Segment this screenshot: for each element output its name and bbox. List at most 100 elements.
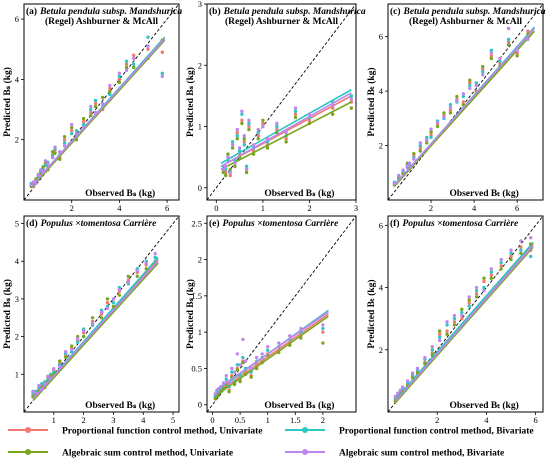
- data-point: [481, 67, 485, 72]
- data-point: [241, 337, 245, 342]
- data-point: [293, 115, 298, 120]
- data-point: [131, 56, 136, 60]
- data-point: [412, 157, 416, 161]
- data-point: [277, 341, 281, 345]
- y-axis-label: Predicted Bₛ (kg): [2, 67, 13, 137]
- data-point: [410, 371, 415, 375]
- data-point: [509, 248, 513, 252]
- data-point: [468, 78, 472, 82]
- data-point: [437, 329, 442, 333]
- data-point: [448, 105, 453, 110]
- data-point: [249, 375, 253, 379]
- data-point: [244, 170, 249, 175]
- data-point: [100, 95, 105, 100]
- data-point: [117, 287, 122, 292]
- data-point: [482, 285, 486, 290]
- legend-label: Algebraic sum control method, Bivariate: [339, 449, 504, 459]
- data-point: [284, 130, 288, 135]
- data-point: [62, 134, 67, 139]
- y-tick-label: 1: [15, 369, 19, 379]
- y-tick-label: 0: [198, 400, 202, 410]
- data-point: [429, 127, 433, 131]
- series-proportional-bivariate: [29, 35, 166, 187]
- panel-tag: (d): [26, 218, 38, 229]
- y-tick-label: 2.5: [191, 218, 202, 228]
- data-point: [260, 352, 264, 356]
- x-tick-label: 3: [111, 415, 115, 425]
- fit-line: [394, 241, 534, 401]
- data-point: [506, 26, 511, 31]
- data-point: [288, 334, 292, 338]
- data-point: [396, 391, 400, 396]
- data-point: [37, 383, 41, 388]
- data-point: [509, 257, 513, 262]
- data-point: [293, 106, 298, 110]
- data-point: [528, 242, 533, 246]
- data-point: [519, 251, 523, 256]
- y-tick-label: 4: [379, 86, 384, 96]
- data-point: [237, 146, 242, 150]
- data-point: [468, 81, 472, 85]
- y-axis-label: Predicted Bₜ (kg): [366, 67, 377, 136]
- panel-title: (c) Betula pendula subsp. Mandshurica: [390, 6, 546, 17]
- data-point: [489, 270, 494, 274]
- data-point: [299, 326, 303, 331]
- data-point: [251, 143, 256, 147]
- data-point: [528, 236, 533, 240]
- data-point: [93, 98, 98, 103]
- data-point: [244, 164, 249, 169]
- plot-frame: [387, 215, 544, 413]
- data-point: [111, 297, 116, 301]
- plot-frame: [23, 215, 180, 413]
- data-point: [474, 292, 479, 296]
- legend-label: Proportional function control method, Un…: [62, 427, 262, 437]
- data-point: [224, 374, 229, 378]
- data-point: [232, 370, 237, 374]
- data-point: [461, 94, 466, 99]
- series-algebraic-bivariate: [393, 236, 534, 402]
- data-point: [460, 316, 464, 321]
- data-point: [153, 251, 157, 256]
- panel-d: 1 2 3 4 5 1 2 3 4 5 (d) Populus ×tomentosa Carrière…: [2, 215, 180, 425]
- panel-title-line-1: Populus ×tomentosa Carrière: [223, 219, 340, 229]
- legend-marker: [25, 449, 31, 455]
- panel-title: (b) Betula pendula subsp. Mandshurica: [209, 6, 366, 17]
- data-point: [321, 341, 325, 345]
- data-point: [393, 394, 398, 399]
- data-point: [221, 170, 225, 175]
- data-point: [230, 370, 234, 374]
- data-point: [46, 162, 50, 166]
- data-point: [99, 310, 104, 314]
- data-point: [321, 330, 325, 334]
- y-tick-label: 0: [198, 183, 202, 193]
- one-to-one-line: [206, 3, 357, 201]
- y-tick-label: 1: [198, 327, 202, 337]
- data-point: [415, 366, 420, 371]
- panel-tag: (a): [26, 6, 37, 17]
- x-axis-label: Observed Bₛ (kg): [85, 188, 155, 199]
- data-point: [275, 124, 279, 129]
- legend-item-algebraic-univariate: Algebraic sum control method, Univariate: [8, 449, 233, 459]
- legend-label: Proportional function control method, Bi…: [339, 427, 534, 437]
- data-point: [58, 150, 62, 154]
- data-point: [461, 92, 466, 96]
- x-axis-label: Observed Bₛ (kg): [85, 400, 155, 411]
- x-tick-label: 2: [429, 203, 433, 213]
- x-tick-label: 1: [261, 203, 265, 213]
- y-axis-label: Predicted Bₛ (kg): [185, 67, 196, 137]
- data-point: [519, 245, 523, 249]
- fit-line: [30, 39, 166, 189]
- data-point: [69, 131, 74, 136]
- data-point: [69, 348, 74, 352]
- series-algebraic-univariate: [220, 101, 354, 178]
- x-tick-label: 6: [165, 203, 169, 213]
- data-point: [401, 385, 405, 389]
- data-point: [233, 164, 237, 169]
- data-point: [499, 267, 503, 271]
- one-to-one-line: [387, 3, 544, 201]
- data-point: [474, 83, 478, 88]
- legend-item-proportional-univariate: Proportional function control method, Un…: [8, 427, 262, 437]
- x-tick-label: 6: [515, 203, 519, 213]
- data-point: [474, 285, 479, 290]
- x-axis-label: Observed Bₜ (kg): [449, 188, 518, 199]
